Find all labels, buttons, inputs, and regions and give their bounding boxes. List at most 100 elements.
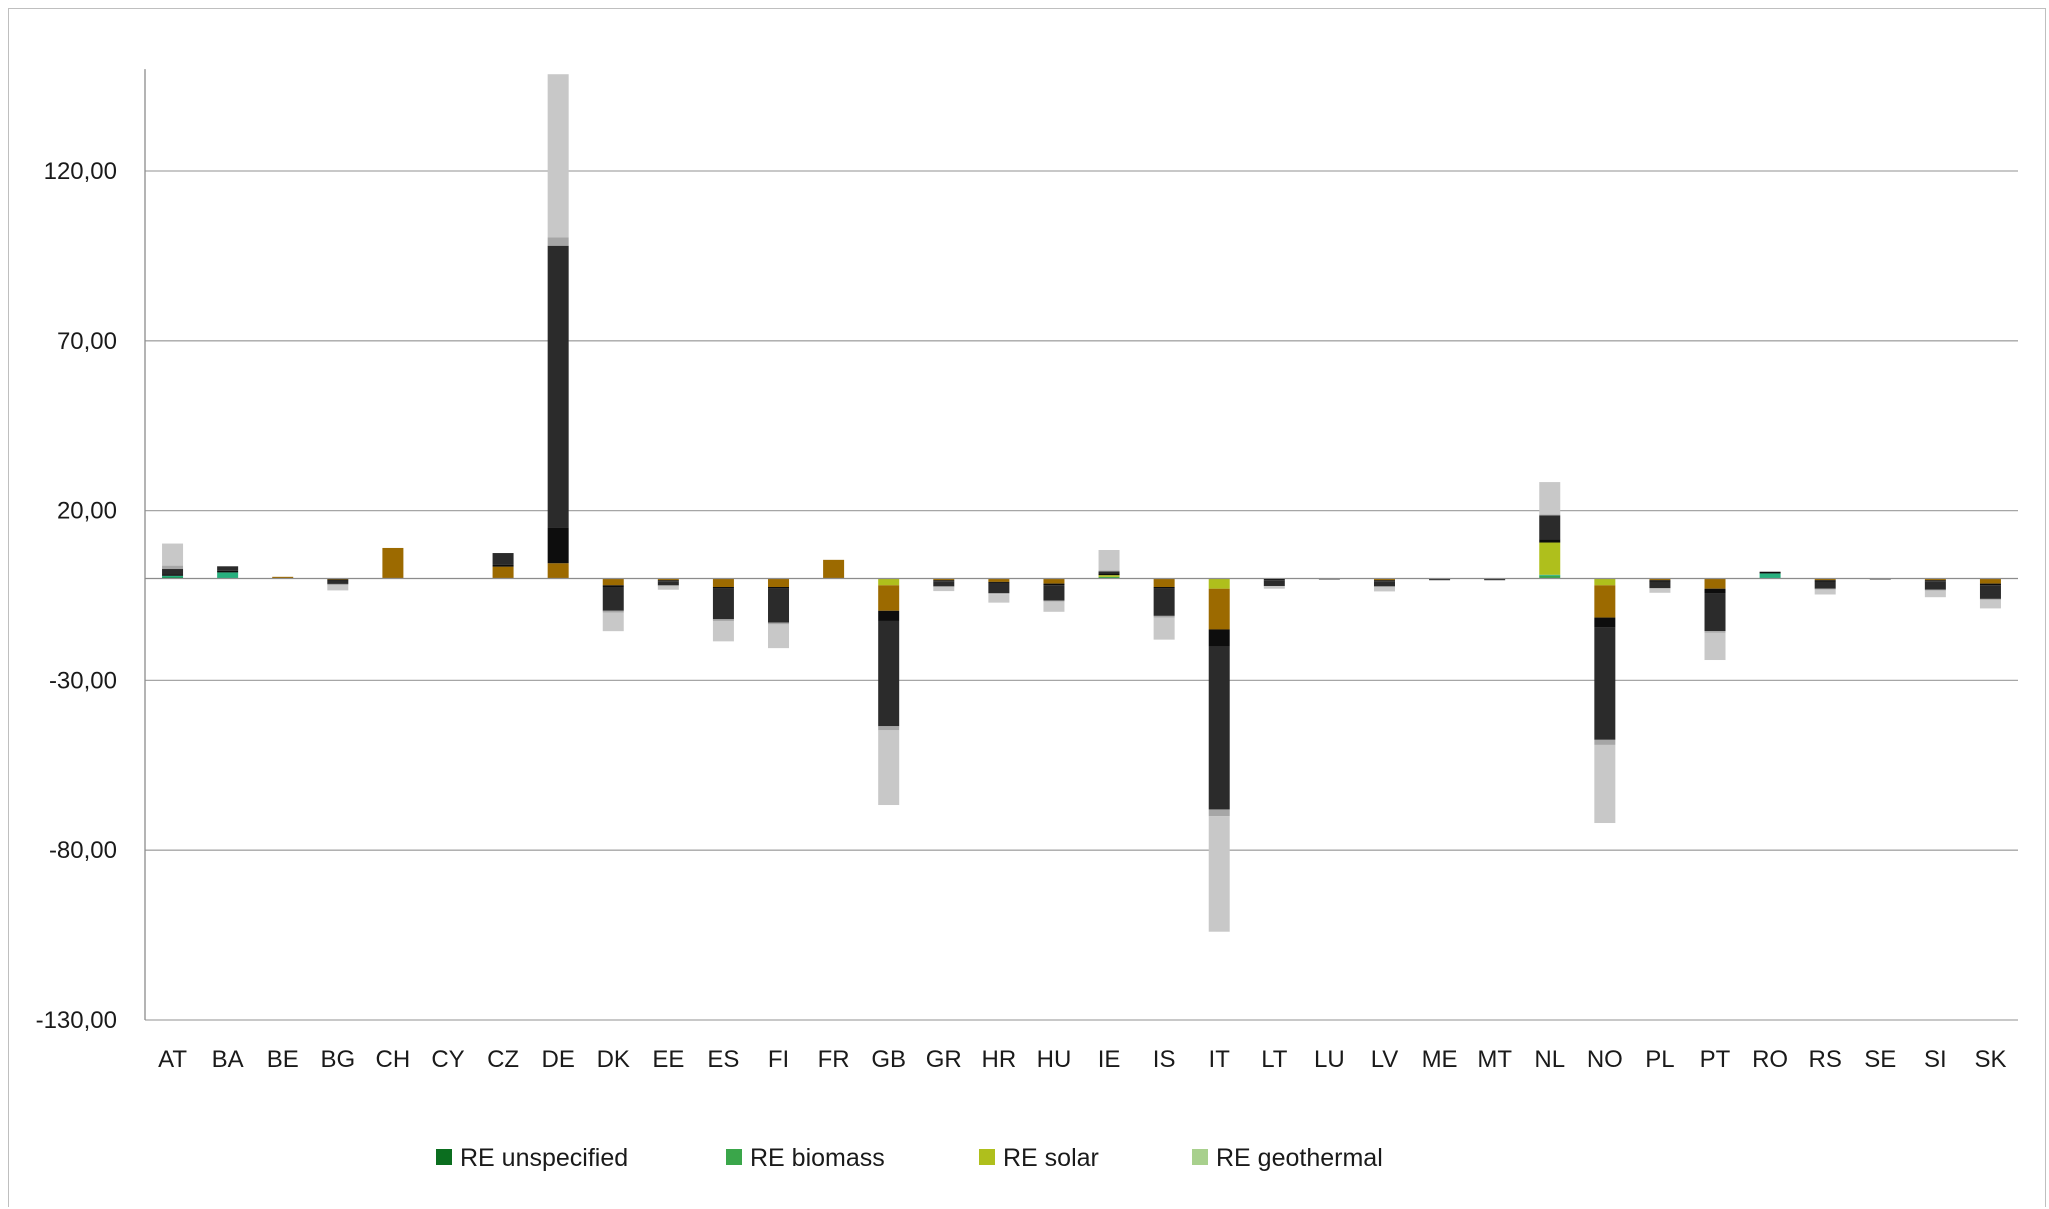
- bar-segment: [1759, 573, 1781, 579]
- x-tick-label: EE: [652, 1046, 684, 1073]
- bar-segment: [602, 585, 624, 588]
- bar-segment: [1924, 589, 1946, 591]
- bar-segment: [602, 612, 624, 632]
- bar-segment: [1098, 549, 1120, 571]
- bar-segment: [1208, 588, 1230, 630]
- legend-label: RE solar: [1003, 1144, 1099, 1172]
- bar-segment: [933, 586, 955, 588]
- bar-segment: [1594, 578, 1616, 586]
- bar-segment: [1924, 578, 1946, 581]
- bar-segment: [768, 588, 790, 623]
- bar-segment: [1153, 617, 1175, 640]
- legend-item: RE solar: [979, 1144, 1099, 1172]
- x-axis-tick-labels: AT BA BE BG CH CY CZ DE DK EE ES FI FR GB GR HR HU IE IS IT…: [158, 1046, 2006, 1073]
- x-tick-label: BE: [267, 1046, 299, 1073]
- legend-swatch: [436, 1149, 452, 1165]
- legend-item: RE biomass: [726, 1144, 885, 1172]
- bar-segment: [327, 580, 349, 584]
- bar-segment: [768, 622, 790, 625]
- bar-segment: [988, 593, 1010, 595]
- bar-segment: [1208, 629, 1230, 647]
- bar-segment: [1814, 580, 1836, 582]
- bar-segment: [1649, 588, 1671, 593]
- bar-segment: [382, 547, 404, 579]
- bar-segment: [1649, 588, 1671, 589]
- bar-segment: [933, 587, 955, 592]
- bar-segment: [1539, 482, 1561, 515]
- x-tick-label: SE: [1864, 1046, 1896, 1073]
- bar-segment: [933, 581, 955, 587]
- bar-segment: [1979, 578, 2001, 584]
- x-tick-label: NL: [1534, 1046, 1565, 1073]
- bar-segment: [162, 574, 184, 576]
- bar-segment: [1263, 580, 1285, 586]
- legend-label: RE geothermal: [1216, 1144, 1383, 1172]
- bar-segment: [1043, 585, 1065, 601]
- x-tick-label: HU: [1037, 1046, 1072, 1073]
- bar-segment: [1979, 583, 2001, 586]
- bar-segment: [1098, 573, 1120, 576]
- bar-segment: [1924, 580, 1946, 582]
- bar-segment: [768, 587, 790, 589]
- bar-segment: [1814, 578, 1836, 581]
- legend-swatch: [1192, 1149, 1208, 1165]
- bar-segment: [1759, 571, 1781, 574]
- bar-segment: [547, 245, 569, 528]
- bar-segment: [988, 578, 1010, 582]
- x-tick-label: IT: [1209, 1046, 1231, 1073]
- legend-swatch: [726, 1149, 742, 1165]
- bar-segment: [933, 580, 955, 582]
- x-tick-label: PL: [1645, 1046, 1674, 1073]
- x-tick-label: RS: [1809, 1046, 1842, 1073]
- bar-segment: [1814, 588, 1836, 590]
- bar-segment: [657, 585, 679, 587]
- bar-segment: [1539, 542, 1561, 575]
- x-tick-label: IE: [1098, 1046, 1121, 1073]
- legend: RE unspecified RE biomass RE solar RE geoth…: [436, 1144, 1383, 1172]
- bar-segment: [1539, 514, 1561, 516]
- legend-label: RE unspecified: [460, 1144, 628, 1172]
- x-tick-label: GR: [926, 1046, 962, 1073]
- legend-item: RE unspecified: [436, 1144, 628, 1172]
- bar-segment: [1484, 579, 1506, 581]
- bar-segment: [1704, 632, 1726, 661]
- bar-segment: [1043, 578, 1065, 584]
- x-tick-label: CH: [376, 1046, 411, 1073]
- bar-segment: [1594, 627, 1616, 740]
- bar-segment: [768, 624, 790, 649]
- y-tick-label: 120,00: [44, 158, 117, 185]
- bar-segment: [1098, 571, 1120, 574]
- bar-segment: [1208, 578, 1230, 589]
- bar-segment: [1594, 744, 1616, 824]
- bar-segment: [1208, 816, 1230, 932]
- x-tick-label: DE: [541, 1046, 574, 1073]
- bar-segment: [1704, 588, 1726, 594]
- bar-segment: [1539, 574, 1561, 576]
- bar-segment: [1373, 581, 1395, 587]
- bar-segment: [327, 585, 349, 591]
- bar-segment: [878, 610, 900, 621]
- bar-segment: [1153, 588, 1175, 616]
- bar-segment: [1043, 601, 1065, 612]
- y-tick-label: 20,00: [57, 498, 117, 525]
- bar-segment: [1924, 581, 1946, 590]
- bar-segment: [657, 586, 679, 590]
- y-tick-label: -30,00: [49, 667, 117, 694]
- bar-segment: [657, 581, 679, 586]
- bar-segment: [1043, 583, 1065, 586]
- bar-segment: [712, 587, 734, 589]
- bars: [162, 74, 2001, 932]
- bar-segment: [657, 578, 679, 581]
- x-tick-label: HR: [982, 1046, 1017, 1073]
- bar-segment: [602, 610, 624, 613]
- bar-segment: [1263, 585, 1285, 589]
- x-tick-label: FI: [768, 1046, 789, 1073]
- bar-segment: [602, 587, 624, 611]
- bar-segment: [162, 543, 184, 566]
- bar-segment: [988, 594, 1010, 603]
- x-tick-label: RO: [1752, 1046, 1788, 1073]
- bar-segment: [823, 559, 845, 579]
- x-tick-label: LT: [1261, 1046, 1288, 1073]
- bar-segment: [162, 569, 184, 575]
- bar-segment: [1043, 600, 1065, 602]
